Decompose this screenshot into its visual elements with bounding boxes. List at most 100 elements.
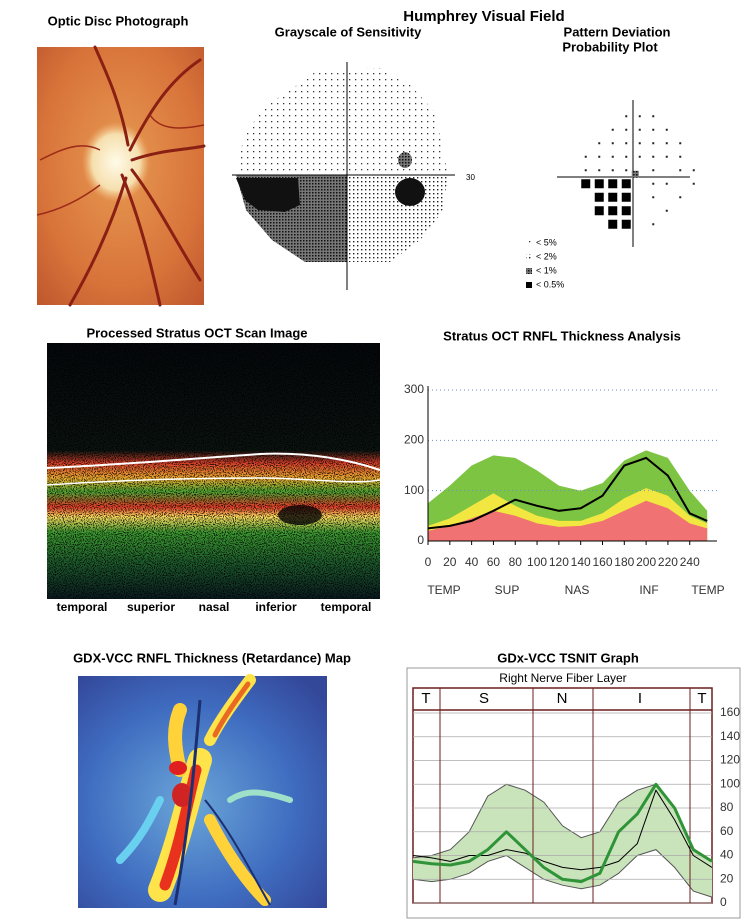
legend-swatch (526, 254, 532, 260)
y-tick-label: 160 (720, 705, 740, 719)
x-tick-label: 0 (425, 555, 432, 569)
pd-symbol (611, 142, 614, 145)
x-tick-label: 60 (487, 555, 501, 569)
panel-title: GDX-VCC RNFL Thickness (Retardance) Map (73, 650, 351, 665)
pd-symbol (638, 142, 641, 145)
pd-symbol (611, 155, 614, 158)
pd-symbol (652, 115, 655, 118)
y-tick-label: 80 (720, 800, 734, 814)
axis-label: 30 (466, 173, 475, 182)
panel-subtitle: Grayscale of Sensitivity (275, 24, 422, 39)
sector-label: T (697, 690, 706, 707)
legend-swatch (526, 282, 532, 288)
pd-symbol (625, 155, 628, 158)
pd-symbol (665, 209, 668, 212)
panel-title: Optic Disc Photograph (48, 13, 189, 28)
chart-subtitle: Right Nerve Fiber Layer (499, 671, 626, 685)
pd-symbol (598, 169, 601, 172)
panel-subtitle: Probability Plot (562, 39, 658, 54)
pd-symbol (608, 219, 618, 229)
legend-swatch (526, 268, 532, 274)
legend-label: < 5% (536, 237, 557, 247)
pd-symbol (665, 142, 668, 145)
x-tick-label: 160 (592, 555, 612, 569)
pd-symbol (665, 182, 668, 185)
pd-symbol (665, 155, 668, 158)
pattern-deviation-plot (557, 100, 695, 247)
pd-symbol (665, 128, 668, 131)
pd-symbol (652, 155, 655, 158)
line-series (412, 782, 713, 884)
panel-title: Humphrey Visual Field (403, 8, 564, 25)
chart-title: Stratus OCT RNFL Thickness Analysis (443, 328, 681, 343)
pd-symbol (652, 169, 655, 172)
y-tick-label: 60 (720, 824, 734, 838)
sector-label: SUP (495, 583, 520, 597)
x-tick-label: 140 (571, 555, 591, 569)
sector-label: N (557, 690, 568, 707)
pd-symbol (692, 169, 695, 172)
pd-symbol (625, 128, 628, 131)
pd-symbol (652, 196, 655, 199)
pd-symbol (608, 179, 618, 189)
sector-label: S (479, 690, 489, 707)
y-tick-label: 120 (720, 753, 740, 767)
pd-symbol (679, 196, 682, 199)
pd-symbol (608, 206, 618, 216)
pd-symbol (598, 155, 601, 158)
x-tick-label: 100 (527, 555, 547, 569)
pd-symbol (581, 179, 591, 189)
y-tick-label: 0 (417, 533, 424, 547)
y-tick-label: 20 (720, 871, 734, 885)
y-tick-label: 100 (404, 483, 424, 497)
pd-symbol (625, 169, 628, 172)
pd-symbol (679, 169, 682, 172)
pd-symbol (638, 115, 641, 118)
panel-subtitle: Pattern Deviation (564, 24, 671, 39)
x-tick-label: 80 (509, 555, 523, 569)
y-tick-label: 300 (404, 382, 424, 396)
pd-symbol (631, 170, 639, 178)
pd-symbol (638, 128, 641, 131)
pd-symbol (625, 115, 628, 118)
pd-symbol (584, 169, 587, 172)
sector-label: INF (639, 583, 658, 597)
line-series (427, 456, 708, 530)
pd-symbol (679, 155, 682, 158)
y-tick-label: 100 (720, 776, 740, 790)
optic-disc-photo (36, 45, 206, 307)
pd-symbol (594, 179, 604, 189)
pd-symbol (584, 155, 587, 158)
pd-symbol (594, 192, 604, 202)
pd-symbol (692, 182, 695, 185)
legend-label: < 2% (536, 251, 557, 261)
scan-label: nasal (199, 600, 230, 614)
y-tick-label: 40 (720, 848, 734, 862)
pd-symbol (652, 182, 655, 185)
scan-label: temporal (57, 600, 108, 614)
pd-symbol (621, 192, 631, 202)
scan-label: temporal (321, 600, 372, 614)
pd-symbol (652, 128, 655, 131)
pd-symbol (611, 128, 614, 131)
pd-symbol (621, 206, 631, 216)
pd-symbol (652, 223, 655, 226)
y-tick-label: 0 (720, 895, 727, 909)
scan-label: inferior (255, 600, 297, 614)
pd-symbol (625, 142, 628, 145)
pd-symbol (679, 142, 682, 145)
area-series (428, 500, 708, 541)
gdx-retardance-map (78, 674, 327, 908)
pd-symbol (594, 206, 604, 216)
chart-title: GDx-VCC TSNIT Graph (497, 650, 639, 665)
line-series (412, 789, 713, 871)
x-tick-label: 240 (680, 555, 700, 569)
panel-title: Processed Stratus OCT Scan Image (86, 325, 307, 340)
grayscale-plot (232, 62, 455, 290)
legend-swatch (526, 240, 532, 246)
sector-label: TEMP (427, 583, 460, 597)
pd-symbol (638, 155, 641, 158)
legend-label: < 1% (536, 265, 557, 275)
